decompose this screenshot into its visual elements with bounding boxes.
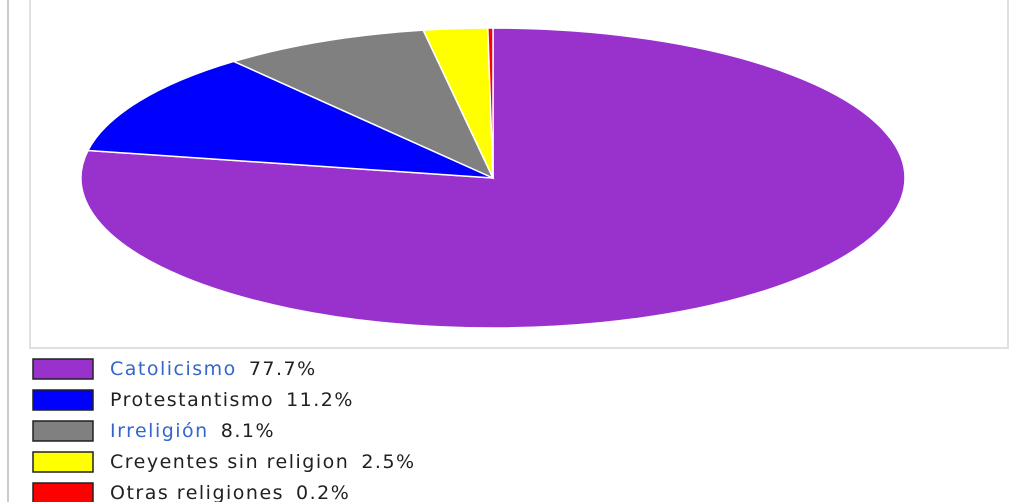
- legend-name: Creyentes sin religion: [110, 451, 349, 473]
- legend-name[interactable]: Catolicismo: [110, 358, 237, 380]
- legend-label: Irreligión 8.1%: [110, 420, 275, 442]
- legend-swatch: [32, 389, 94, 411]
- legend-name: Protestantismo: [110, 389, 274, 411]
- pie: [80, 27, 906, 329]
- legend-label: Otras religiones 0.2%: [110, 482, 350, 502]
- legend-value: 77.7%: [249, 358, 317, 380]
- legend-label: Creyentes sin religion 2.5%: [110, 451, 416, 473]
- pie-slice: [487, 27, 494, 179]
- legend-value: 2.5%: [361, 451, 415, 473]
- legend-swatch: [32, 451, 94, 473]
- legend-swatch: [32, 420, 94, 442]
- legend-swatch: [32, 358, 94, 380]
- legend-swatch: [32, 482, 94, 502]
- legend-label: Catolicismo 77.7%: [110, 358, 317, 380]
- legend: Catolicismo 77.7% Protestantismo 11.2% Irrel…: [32, 358, 416, 502]
- legend-value: 0.2%: [296, 482, 350, 502]
- legend-name: Otras religiones: [110, 482, 284, 502]
- legend-label: Protestantismo 11.2%: [110, 389, 354, 411]
- legend-value: 11.2%: [286, 389, 354, 411]
- pie-slice: [231, 29, 495, 180]
- pie-slice: [86, 60, 494, 179]
- legend-value: 8.1%: [221, 420, 275, 442]
- legend-name[interactable]: Irreligión: [110, 420, 209, 442]
